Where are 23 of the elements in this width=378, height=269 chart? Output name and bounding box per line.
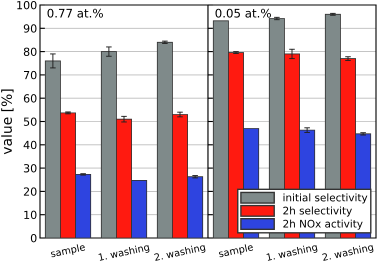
y-axis-title: value [%] — [1, 90, 14, 154]
y-tick-label: 40 — [24, 140, 36, 150]
y-tick-label: 20 — [24, 187, 36, 196]
y-tick-label: 10 — [24, 210, 36, 220]
legend-label: 2h selectivity — [283, 206, 352, 217]
x-tick-label: sample — [50, 242, 86, 260]
y-tick-label: 100 — [17, 0, 36, 10]
y-tick-label: 90 — [24, 24, 36, 33]
x-tick-label: 2. washing — [322, 243, 374, 263]
y-tick-label: 60 — [24, 94, 36, 103]
x-tick-label: sample — [218, 242, 254, 260]
annotation: 0.77 at.% — [48, 8, 103, 18]
annotation: 0.05 at.% — [216, 8, 271, 18]
x-tick-label: 2. washing — [154, 243, 206, 263]
y-tick-label: 0 — [30, 234, 36, 242]
x-tick-label: 1. washing — [98, 243, 150, 263]
legend-label: 2h NOx activity — [283, 220, 363, 230]
y-tick-label: 50 — [24, 117, 36, 126]
y-tick-label: 70 — [24, 70, 36, 80]
x-tick-label: 1. washing — [266, 243, 318, 263]
y-tick-label: 80 — [24, 48, 36, 56]
y-tick-label: 30 — [24, 164, 36, 172]
legend-label: initial selectivity — [284, 193, 368, 204]
